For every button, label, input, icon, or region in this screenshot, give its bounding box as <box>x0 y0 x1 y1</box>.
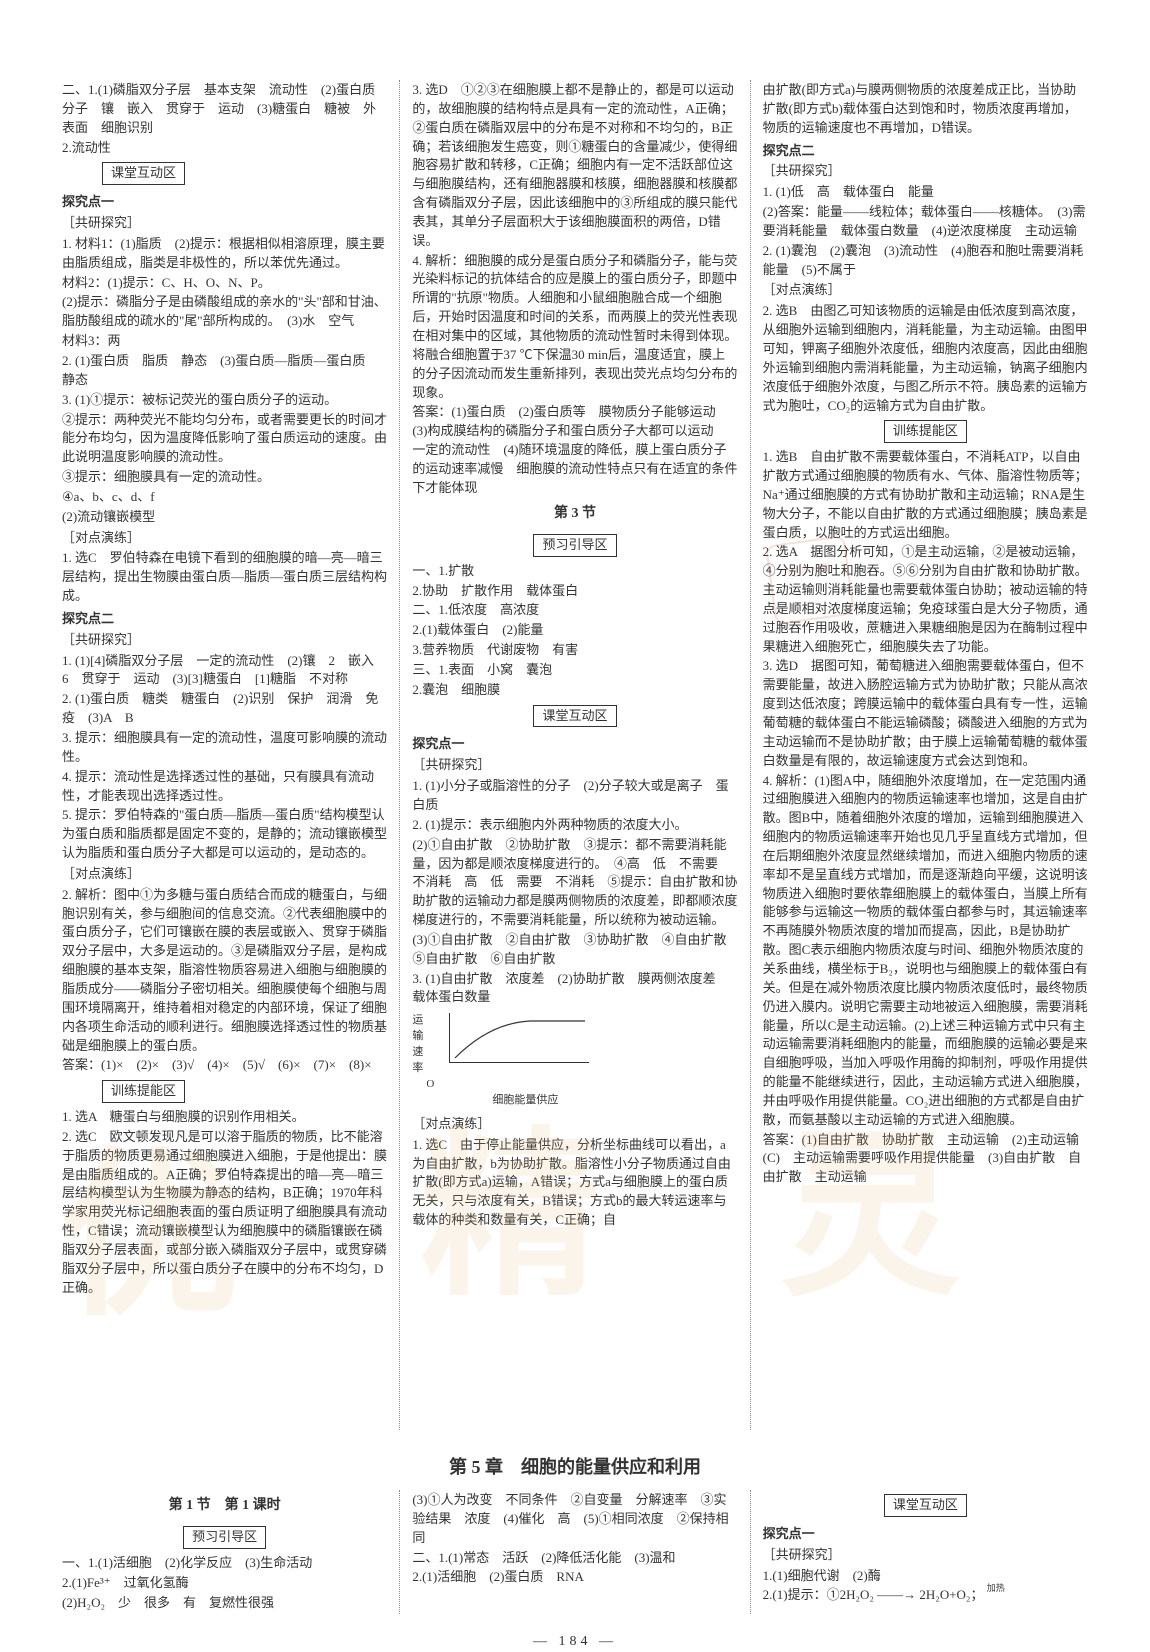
b1-section1: 第 1 节 第 1 课时 <box>62 1496 387 1516</box>
b1-2: (2)H₂O₂ 少 很多 有 复燃性很强 <box>62 1594 387 1613</box>
c1-t2-0: 1. (1)[4]磷脂双分子层 一定的流动性 (2)镶 2 嵌入 6 贯穿于 运… <box>62 652 387 690</box>
c3-tr-4: 答案：(1)自由扩散 协助扩散 主动运输 (2)主动运输(C) 主动运输需要呼吸… <box>763 1131 1088 1188</box>
bottom-col-3: 课堂互动区 探究点一 ［共研探究］ 1.(1)细胞代谢 (2)酶 2.(1)提示… <box>751 1490 1100 1614</box>
c1-intro-1: 2.流动性 <box>62 139 387 158</box>
b3-tanjiu1: 探究点一 <box>763 1525 1088 1544</box>
c1-t1-0: 1. 材料1：(1)脂质 (2)提示：根据相似相溶原理，膜主要由脂质组成，脂类是… <box>62 235 387 273</box>
diagram-axes <box>449 1013 589 1063</box>
b3-box-classroom: 课堂互动区 <box>884 1494 967 1517</box>
c1-t1-1: 材料2：(1)提示：C、H、O、N、P。 <box>62 274 387 293</box>
c3-t2-2: 2. (1)囊泡 (2)囊泡 (3)流动性 (4)胞吞和胞吐需要消耗能量 (5)… <box>763 242 1088 280</box>
c2-i1-2: 答案：(1)蛋白质 (2)蛋白质等 膜物质分子能够运动 (3)构成膜结构的磷脂分… <box>412 403 737 497</box>
c2-t1-1: 2. (1)提示：表示细胞内外两种物质的浓度大小。 <box>412 816 737 835</box>
c1-tanjiu1: 探究点一 <box>62 193 387 212</box>
c2-diagram: 运输速率 O 细胞能量供应 <box>412 1013 737 1109</box>
c1-t1-9: (2)流动镶嵌模型 <box>62 508 387 527</box>
c2-box-preview: 预习引导区 <box>533 534 616 557</box>
page-number-value: 184 <box>559 1634 592 1649</box>
c2-d-0: 1. 选C 由于停止能量供应，分析坐标曲线可以看出，a为自由扩散，b为协助扩散。… <box>412 1136 737 1230</box>
c1-duidian: ［对点演练］ <box>62 529 387 548</box>
c3-i1-0: 由扩散(即方式a)与膜两侧物质的浓度差成正比，当协助扩散(即方式b)载体蛋白达到… <box>763 81 1088 138</box>
b3-1-text: 2.(1)提示：①2H₂O₂ ——→ 2H₂O+O₂； <box>763 1587 984 1602</box>
c3-tr-1: 2. 选A 据图分析可知，①是主动运输，②是被动运输，④分别为胞吐和胞吞。⑤⑥分… <box>763 543 1088 656</box>
c1-t1-2: (2)提示：磷脂分子是由磷酸组成的亲水的"头"部和甘油、脂肪酸组成的疏水的"尾"… <box>62 293 387 331</box>
b1-0: 一、1.(1)活细胞 (2)化学反应 (3)生命活动 <box>62 1554 387 1573</box>
c3-tr-2: 3. 选D 据图可知，葡萄糖进入细胞需要载体蛋白，但不需要能量，故进入肠腔运输方… <box>763 657 1088 770</box>
c1-tr-0: 1. 选A 糖蛋白与细胞膜的识别作用相关。 <box>62 1108 387 1127</box>
c1-tanjiu2: 探究点二 <box>62 610 387 629</box>
c1-t1-4: 2. (1)蛋白质 脂质 静态 (3)蛋白质—脂质—蛋白质 静态 <box>62 352 387 390</box>
b3-gongyan: ［共研探究］ <box>763 1546 1088 1565</box>
c3-tr-3: 4. 解析：(1)图A中，随细胞外浓度增加，在一定范围内通过细胞膜进入细胞内的物… <box>763 772 1088 1130</box>
c2-t1-3: (3)①自由扩散 ②自由扩散 ③协助扩散 ④自由扩散 ⑤自由扩散 ⑥自由扩散 <box>412 931 737 969</box>
b2-1: 二、1.(1)常态 活跃 (2)降低活化能 (3)温和 <box>412 1549 737 1568</box>
c3-d-0: 2. 选B 由图乙可知该物质的运输是由低浓度到高浓度，从细胞外运输到细胞内，消耗… <box>763 302 1088 415</box>
c1-gongyan: ［共研探究］ <box>62 214 387 233</box>
c1-t1-7: ③提示：细胞膜具有一定的流动性。 <box>62 468 387 487</box>
bottom-col-2: (3)①人为改变 不同条件 ②自变量 分解速率 ③实验结果 浓度 (4)催化 高… <box>400 1490 750 1614</box>
c2-gongyan: ［共研探究］ <box>412 756 737 775</box>
b3-1: 2.(1)提示：①2H₂O₂ ——→ 2H₂O+O₂； 加热 <box>763 1586 1088 1605</box>
c2-t1-4: 3. (1)自由扩散 浓度差 (2)协助扩散 膜两侧浓度差 载体蛋白数量 <box>412 970 737 1008</box>
c3-duidian: ［对点演练］ <box>763 281 1088 300</box>
c1-d2-0: 2. 解析：图中①为多糖与蛋白质结合而成的糖蛋白，与细胞识别有关，参与细胞间的信… <box>62 886 387 1056</box>
c1-t2-3: 4. 提示：流动性是选择透过性的基础，只有膜具有流动性，才能表现出选择透过性。 <box>62 768 387 806</box>
c2-pv-1: 2.协助 扩散作用 载体蛋白 <box>412 582 737 601</box>
c1-t2-1: 2. (1)蛋白质 糖类 糖蛋白 (2)识别 保护 润滑 免疫 (3)A B <box>62 690 387 728</box>
b1-1: 2.(1)Fe³⁺ 过氧化氢酶 <box>62 1574 387 1593</box>
c3-gongyan: ［共研探究］ <box>763 162 1088 181</box>
b2-2: 2.(1)活细胞 (2)蛋白质 RNA <box>412 1568 737 1587</box>
c2-pv-5: 三、1.表面 小窝 囊泡 <box>412 661 737 680</box>
c1-t2-4: 5. 提示：罗伯特森的"蛋白质—脂质—蛋白质"结构模型认为蛋白质和脂质都是固定不… <box>62 806 387 863</box>
diagram-x-label: 细胞能量供应 <box>492 1093 737 1109</box>
c2-i1-0: 3. 选D ①②③在细胞膜上都不是静止的，都是可以运动的，故细胞膜的结构特点是具… <box>412 81 737 251</box>
main-columns: 二、1.(1)磷脂双分子层 基本支架 流动性 (2)蛋白质分子 镶 嵌入 贯穿于… <box>50 80 1100 1430</box>
c1-t1-3: 材料3：两 <box>62 332 387 351</box>
c1-intro-0: 二、1.(1)磷脂双分子层 基本支架 流动性 (2)蛋白质分子 镶 嵌入 贯穿于… <box>62 81 387 138</box>
c1-box-training: 训练提能区 <box>102 1080 185 1103</box>
column-1: 二、1.(1)磷脂双分子层 基本支架 流动性 (2)蛋白质分子 镶 嵌入 贯穿于… <box>50 80 400 1430</box>
c3-t2-1: (2)答案：能量——线粒体；载体蛋白——核糖体。 (3)需要消耗能量 载体蛋白数… <box>763 203 1088 241</box>
c2-box-classroom: 课堂互动区 <box>533 705 616 728</box>
c2-i1-1: 4. 解析：细胞膜的成分是蛋白质分子和磷脂分子，能与荧光染料标记的抗体结合的应是… <box>412 252 737 403</box>
c3-tr-0: 1. 选B 自由扩散不需要载体蛋白，不消耗ATP，以自由扩散方式通过细胞膜的物质… <box>763 448 1088 542</box>
c2-pv-3: 2.(1)载体蛋白 (2)能量 <box>412 621 737 640</box>
c2-pv-0: 一、1.扩散 <box>412 562 737 581</box>
c2-pv-4: 3.营养物质 代谢废物 有害 <box>412 641 737 660</box>
c3-tanjiu2: 探究点二 <box>763 142 1088 161</box>
b2-0: (3)①人为改变 不同条件 ②自变量 分解速率 ③实验结果 浓度 (4)催化 高… <box>412 1491 737 1548</box>
c2-pv-2: 二、1.低浓度 高浓度 <box>412 601 737 620</box>
b1-box-preview: 预习引导区 <box>183 1526 266 1549</box>
column-2: 3. 选D ①②③在细胞膜上都不是静止的，都是可以运动的，故细胞膜的结构特点是具… <box>400 80 750 1430</box>
c1-d2-1: 答案：(1)× (2)× (3)√ (4)× (5)√ (6)× (7)× (8… <box>62 1056 387 1075</box>
c1-d-0: 1. 选C 罗伯特森在电镜下看到的细胞膜的暗—亮—暗三层结构，提出生物膜由蛋白质… <box>62 549 387 606</box>
c2-t1-2: (2)①自由扩散 ②协助扩散 ③提示：都不需要消耗能量，因为都是顺浓度梯度进行的… <box>412 836 737 930</box>
c1-tr-1: 2. 选C 欧文顿发现凡是可以溶于脂质的物质，比不能溶于脂质的物质更易通过细胞膜… <box>62 1128 387 1298</box>
b3-arrow-label: 加热 <box>987 1583 1005 1593</box>
c2-pv-6: 2.囊泡 细胞膜 <box>412 681 737 700</box>
c2-t1-0: 1. (1)小分子或脂溶性的分子 (2)分子较大或是离子 蛋白质 <box>412 777 737 815</box>
bottom-col-1: 第 1 节 第 1 课时 预习引导区 一、1.(1)活细胞 (2)化学反应 (3… <box>50 1490 400 1614</box>
b3-0: 1.(1)细胞代谢 (2)酶 <box>763 1567 1088 1586</box>
c2-section3: 第 3 节 <box>412 504 737 524</box>
chapter-5-title: 第 5 章 细胞的能量供应和利用 <box>50 1454 1100 1480</box>
diagram-y-label: 运输速率 <box>412 1013 426 1077</box>
c1-t1-8: ④a、b、c、d、f <box>62 488 387 507</box>
c2-tanjiu1: 探究点一 <box>412 735 737 754</box>
c1-duidian2: ［对点演练］ <box>62 865 387 884</box>
c1-t1-6: ②提示：两种荧光不能均匀分布，或者需要更长的时间才能分布均匀，因为温度降低影响了… <box>62 411 387 468</box>
page-number: — 184 — <box>50 1632 1100 1652</box>
c1-t2-2: 3. 提示：细胞膜具有一定的流动性，温度可影响膜的流动性。 <box>62 729 387 767</box>
bottom-columns: 第 1 节 第 1 课时 预习引导区 一、1.(1)活细胞 (2)化学反应 (3… <box>50 1490 1100 1614</box>
column-3: 由扩散(即方式a)与膜两侧物质的浓度差成正比，当协助扩散(即方式b)载体蛋白达到… <box>751 80 1100 1430</box>
c3-box-training: 训练提能区 <box>884 420 967 443</box>
diagram-origin: O <box>426 1078 434 1090</box>
c3-t2-0: 1. (1)低 高 载体蛋白 能量 <box>763 183 1088 202</box>
c1-gongyan2: ［共研探究］ <box>62 631 387 650</box>
c2-duidian: ［对点演练］ <box>412 1115 737 1134</box>
c1-t1-5: 3. (1)①提示：被标记荧光的蛋白质分子的运动。 <box>62 391 387 410</box>
c1-box-classroom: 课堂互动区 <box>102 162 185 185</box>
